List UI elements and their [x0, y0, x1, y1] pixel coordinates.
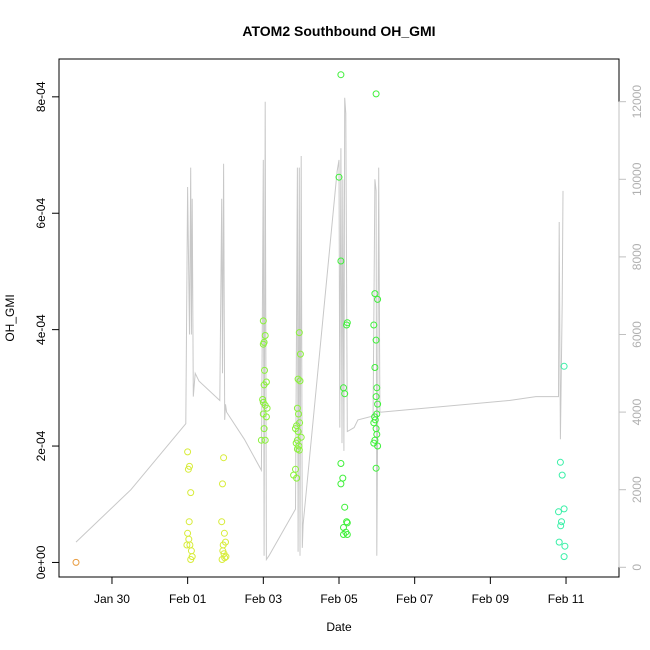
- data-point: [556, 458, 564, 466]
- data-point: [372, 90, 380, 98]
- x-axis: Jan 30 Feb 01 Feb 03 Feb 05 Feb 07 Feb 09 Feb …: [94, 576, 585, 606]
- chart-title: ATOM2 Southbound OH_GMI: [242, 23, 435, 39]
- data-point: [220, 529, 228, 537]
- data-point: [337, 460, 345, 467]
- y-axis-left: 0e+00 2e-04 4e-04 6e-04 8e-04: [34, 81, 60, 579]
- data-point: [295, 329, 303, 337]
- data-point: [219, 480, 226, 488]
- data-point: [335, 173, 343, 181]
- data-point: [343, 519, 351, 527]
- data-point: [372, 336, 380, 344]
- data-point: [557, 522, 565, 530]
- altitude-line-layer: [75, 97, 564, 562]
- data-point: [187, 556, 195, 563]
- data-point: [339, 474, 347, 482]
- x-tick-label: Feb 07: [396, 592, 434, 606]
- y-tick-label-left: 8e-04: [34, 81, 48, 112]
- data-point: [187, 547, 195, 555]
- data-point: [558, 518, 565, 526]
- data-point: [259, 340, 267, 348]
- data-point: [72, 558, 80, 566]
- data-point: [337, 257, 345, 265]
- y-tick-label-right: 2000: [630, 476, 644, 503]
- data-point: [184, 448, 192, 456]
- data-point: [374, 442, 382, 450]
- x-tick-label: Jan 30: [94, 592, 130, 606]
- data-point: [294, 428, 302, 435]
- y-tick-label-left: 4e-04: [34, 314, 48, 345]
- x-axis-label: Date: [326, 620, 352, 634]
- data-point: [260, 381, 268, 389]
- data-point: [343, 531, 351, 538]
- data-point: [372, 464, 380, 472]
- data-point: [343, 321, 351, 329]
- y-tick-label-right: 10000: [630, 162, 644, 196]
- data-point: [294, 375, 302, 383]
- data-point: [374, 295, 382, 303]
- data-point: [261, 366, 268, 374]
- data-point: [371, 290, 379, 298]
- data-point: [218, 518, 226, 526]
- x-tick-label: Feb 03: [245, 592, 283, 606]
- data-point: [290, 471, 298, 479]
- data-point: [295, 446, 303, 454]
- data-point: [187, 489, 195, 497]
- data-point: [261, 436, 269, 444]
- y-tick-label-left: 0e+00: [34, 545, 48, 579]
- data-point: [343, 518, 351, 526]
- y-tick-label-right: 8000: [630, 243, 644, 270]
- data-point: [183, 541, 191, 549]
- data-point: [340, 531, 347, 538]
- y-tick-label-left: 6e-04: [34, 198, 48, 229]
- data-point: [560, 505, 568, 513]
- y-axis-label: OH_GMI: [3, 294, 17, 341]
- data-point: [560, 362, 568, 370]
- data-point: [341, 503, 349, 511]
- data-point: [262, 413, 270, 421]
- y-axis-right: 0 2000 4000 6000 8000 10000 12000: [618, 85, 644, 571]
- data-point: [295, 410, 302, 418]
- data-point: [341, 390, 349, 398]
- data-point: [337, 480, 345, 488]
- data-point: [185, 518, 193, 526]
- data-point: [259, 396, 267, 403]
- y-tick-label-right: 4000: [630, 398, 644, 425]
- x-tick-label: Feb 11: [548, 592, 585, 606]
- data-point: [263, 404, 271, 412]
- altitude-line: [75, 97, 564, 562]
- data-point: [370, 419, 378, 427]
- y-tick-label-right: 12000: [630, 85, 644, 119]
- data-point: [218, 556, 226, 563]
- x-tick-label: Feb 01: [169, 592, 207, 606]
- data-point: [186, 462, 193, 470]
- data-point: [220, 454, 228, 462]
- x-tick-label: Feb 09: [472, 592, 510, 606]
- data-point: [370, 321, 378, 329]
- data-point: [373, 384, 381, 392]
- y-tick-label-left: 2e-04: [34, 430, 48, 461]
- data-point: [257, 436, 265, 444]
- data-point: [337, 71, 345, 79]
- data-point: [184, 529, 192, 537]
- data-point: [374, 400, 382, 408]
- data-point: [372, 393, 380, 401]
- data-point: [561, 542, 569, 550]
- data-point: [555, 508, 562, 516]
- data-point: [296, 377, 304, 385]
- data-point: [185, 535, 193, 543]
- data-point: [259, 317, 267, 325]
- data-point: [371, 364, 379, 371]
- data-point: [261, 332, 269, 339]
- data-point: [560, 553, 568, 561]
- y-tick-label-right: 6000: [630, 321, 644, 348]
- y-tick-label-right: 0: [630, 564, 644, 571]
- data-point: [260, 425, 268, 433]
- data-point: [555, 538, 563, 546]
- x-tick-label: Feb 05: [320, 592, 358, 606]
- data-point: [558, 471, 566, 479]
- data-point: [296, 350, 304, 358]
- data-points-layer: [72, 71, 569, 566]
- data-point: [222, 538, 229, 546]
